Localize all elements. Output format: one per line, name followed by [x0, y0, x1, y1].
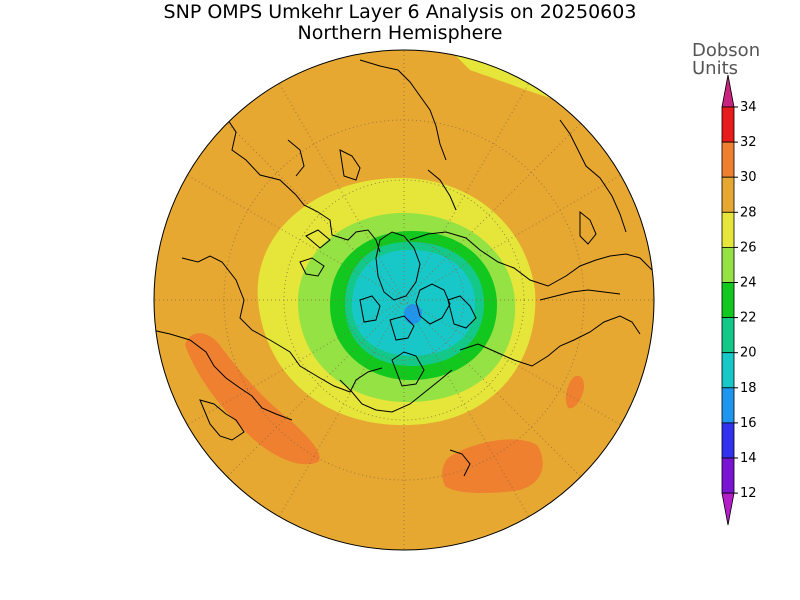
- colorbar-tick-label: 34: [740, 100, 757, 115]
- map-subtitle: Northern Hemisphere: [297, 22, 503, 44]
- field-30-32-south: [442, 439, 543, 494]
- colorbar-band-24_26: [721, 246, 735, 283]
- colorbar-band-22_24: [721, 282, 735, 318]
- colorbar-tick-label: 30: [740, 170, 757, 185]
- colorbar-top-arrow: [721, 74, 735, 108]
- colorbar-band-26_28: [721, 211, 735, 248]
- graticule: [154, 50, 654, 550]
- colorbar-tick-label: 18: [740, 381, 757, 396]
- colorbar-tick-label: 28: [740, 205, 757, 220]
- field-18-20: [352, 249, 476, 356]
- colorbar-tick-label: 14: [740, 451, 757, 466]
- colorbar-band-32_34: [721, 106, 735, 143]
- colorbar-band-14_16: [721, 422, 735, 459]
- colorbar-tick-label: 26: [740, 240, 757, 255]
- polar-map: [154, 50, 654, 550]
- colorbar: 34 32 30 28 26 24 22 20 18 16 14 12: [721, 74, 757, 526]
- colorbar-tick-label: 16: [740, 416, 757, 431]
- colorbar-tick-label: 32: [740, 135, 757, 150]
- map-border: [153, 49, 655, 551]
- colorbar-band-16_18: [721, 387, 735, 424]
- map-title: SNP OMPS Umkehr Layer 6 Analysis on 2025…: [163, 1, 637, 23]
- legend-unit-label-2: Units: [692, 58, 739, 79]
- colorbar-tick-label: 20: [740, 346, 757, 361]
- colorbar-band-30_32: [721, 141, 735, 178]
- legend-unit-label: Dobson: [692, 40, 761, 61]
- field-30-32-west: [185, 333, 320, 465]
- field-30-32-east: [565, 375, 585, 409]
- colorbar-band-12_14: [721, 457, 735, 494]
- coastlines: [154, 59, 653, 477]
- colorbar-band-28_30: [721, 176, 735, 213]
- colorbar-bottom-arrow: [721, 492, 735, 526]
- colorbar-tick-label: 22: [740, 311, 757, 326]
- colorbar-tick-label: 12: [740, 486, 757, 501]
- colorbar-band-18_20: [721, 352, 735, 389]
- colorbar-tick-label: 24: [740, 276, 757, 291]
- colorbar-band-20_22: [721, 317, 735, 354]
